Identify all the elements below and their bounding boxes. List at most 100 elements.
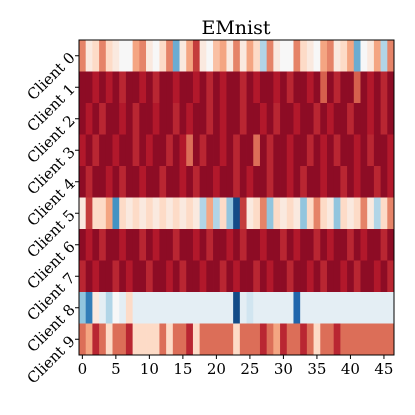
heatmap-cell [273,292,281,324]
heatmap-cell [259,292,268,324]
heatmap-cell [306,103,314,135]
heatmap-cell [353,40,361,72]
heatmap-cell [266,197,274,230]
heatmap-cell [213,40,221,72]
heatmap-cell [320,260,328,293]
heatmap-cell [172,260,180,293]
heatmap-cell [119,71,127,104]
heatmap-cell [293,197,301,230]
heatmap-cell [132,323,140,356]
heatmap-cell [286,103,294,135]
heatmap-cell [353,166,361,198]
heatmap-cell [353,134,361,167]
heatmap-cell [105,197,113,230]
heatmap-cell [233,166,241,198]
heatmap-cell [253,166,261,198]
heatmap-cell [286,323,294,356]
heatmap-cell [206,166,214,198]
heatmap-cell [112,323,120,356]
heatmap-cell [125,40,134,72]
heatmap-cell [246,134,254,167]
heatmap-cell [152,103,160,135]
heatmap-cell [213,260,221,293]
heatmap-cell [219,166,227,198]
heatmap-cell [79,292,87,324]
heatmap-cell [253,40,261,72]
heatmap-cell [99,166,107,198]
heatmap-cell [139,197,147,230]
heatmap-cell [367,292,375,324]
heatmap-cell [233,292,241,324]
heatmap-cell [340,323,348,356]
heatmap-cell [132,292,140,324]
heatmap-cell [105,229,113,261]
heatmap-cell [85,260,93,293]
heatmap-cell [326,229,335,261]
heatmap-cell [79,103,87,135]
heatmap-cell [79,260,87,293]
heatmap-cell [387,229,395,261]
heatmap-cell [360,103,368,135]
heatmap-cell [92,323,100,356]
heatmap-cell [239,40,247,72]
heatmap-cell [213,229,221,261]
heatmap-cell [199,292,207,324]
heatmap-cell [139,166,147,198]
heatmap-cell [280,103,288,135]
heatmap-cell [360,260,368,293]
column-tick-label: 40 [341,360,360,378]
heatmap-cell [159,229,167,261]
heatmap-cell [266,134,274,167]
heatmap-cell [367,323,375,356]
heatmap-cell [246,229,254,261]
heatmap-cell [186,292,194,324]
heatmap-cell [166,103,174,135]
heatmap-cell [233,260,241,293]
heatmap-cell [85,71,93,104]
heatmap-cell [239,260,247,293]
heatmap-cell [280,71,288,104]
heatmap-cell [105,40,113,72]
heatmap-cell [105,166,113,198]
heatmap-cell [119,292,127,324]
heatmap-cell [206,197,214,230]
heatmap-cell [313,134,321,167]
heatmap-cell [99,323,107,356]
heatmap-cell [373,134,381,167]
heatmap-cell [286,229,294,261]
heatmap-cell [266,166,274,198]
heatmap-cell [139,103,147,135]
heatmap-cell [333,166,341,198]
heatmap-cell [380,103,388,135]
heatmap-cell [280,197,288,230]
heatmap-cell [293,166,301,198]
heatmap-cell [192,103,201,135]
heatmap-cell [300,134,308,167]
heatmap-cell [79,323,87,356]
heatmap-cell [219,260,227,293]
heatmap-cell [266,292,274,324]
heatmap-cell [246,197,254,230]
heatmap-cell [273,40,281,72]
heatmap-cell [293,323,301,356]
heatmap-cell [239,71,247,104]
heatmap-cell [373,197,381,230]
heatmap-cell [360,292,368,324]
heatmap-cell [239,229,247,261]
heatmap-cell [373,292,381,324]
column-tick-label: 10 [140,360,159,378]
heatmap-cell [273,71,281,104]
heatmap-cell [259,166,268,198]
heatmap-cell [326,292,335,324]
heatmap-cell [159,71,167,104]
heatmap-cell [286,71,294,104]
heatmap-cell [199,323,207,356]
heatmap-cell [387,71,395,104]
heatmap-cell [313,292,321,324]
heatmap-cell [233,323,241,356]
heatmap-cell [259,40,268,72]
heatmap-cell [92,40,100,72]
heatmap-cell [99,71,107,104]
heatmap-cell [347,292,355,324]
heatmap-cell [273,229,281,261]
